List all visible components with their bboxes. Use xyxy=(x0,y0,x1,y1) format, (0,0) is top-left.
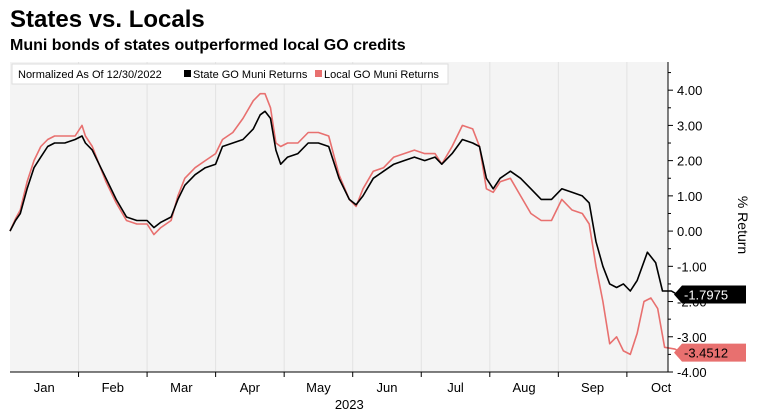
legend-label-state: State GO Muni Returns xyxy=(193,69,308,81)
y-tick-label: 2.00 xyxy=(677,154,702,169)
local-last-value-tag xyxy=(674,343,746,362)
legend-label-local: Local GO Muni Returns xyxy=(324,69,439,81)
y-axis-label: % Return xyxy=(735,196,751,254)
x-tick-label: Jun xyxy=(376,380,397,395)
chart-subtitle: Muni bonds of states outperformed local … xyxy=(10,37,406,54)
grid-lines xyxy=(78,62,628,372)
x-tick-label: May xyxy=(306,380,331,395)
legend-background xyxy=(11,63,449,85)
x-tick-label: Sep xyxy=(581,380,604,395)
last-value-labels: -1.7975 -3.4512 xyxy=(674,285,746,362)
y-tick-label: 3.00 xyxy=(677,118,702,133)
y-tick-label: -1.00 xyxy=(677,259,707,274)
chart-title: States vs. Locals xyxy=(10,6,205,33)
plot-area xyxy=(10,62,668,372)
y-axis: 4.003.002.001.000.00-1.00-2.00-3.00-4.00 xyxy=(667,62,707,380)
x-axis-label: 2023 xyxy=(335,397,364,411)
x-tick-label: Feb xyxy=(102,380,124,395)
x-tick-label: Jan xyxy=(34,380,55,395)
y-tick-label: -4.00 xyxy=(677,365,707,380)
state-last-value-label: -1.7975 xyxy=(684,288,728,303)
y-tick-label: -3.00 xyxy=(677,330,707,345)
x-tick-label: Mar xyxy=(170,380,193,395)
x-tick-label: Jul xyxy=(447,380,464,395)
x-axis: Jan Feb Mar Apr May Jun Jul Aug Sep Oct xyxy=(10,371,672,395)
legend-swatch-state xyxy=(184,70,191,77)
y-tick-label: 0.00 xyxy=(677,224,702,239)
legend-note: Normalized As Of 12/30/2022 xyxy=(18,69,162,81)
x-tick-label: Aug xyxy=(512,380,535,395)
local-go-series-line xyxy=(9,92,689,356)
state-last-value-tag xyxy=(674,285,746,304)
y-tick-label: 1.00 xyxy=(677,189,702,204)
y-tick-label: 4.00 xyxy=(677,83,702,98)
x-tick-label: Apr xyxy=(240,380,261,395)
series-lines xyxy=(9,92,689,356)
local-last-value-label: -3.4512 xyxy=(684,346,728,361)
legend-swatch-local xyxy=(315,70,322,77)
x-tick-label: Oct xyxy=(651,380,672,395)
state-go-series-line xyxy=(9,110,689,298)
legend: Normalized As Of 12/30/2022 State GO Mun… xyxy=(11,63,449,85)
